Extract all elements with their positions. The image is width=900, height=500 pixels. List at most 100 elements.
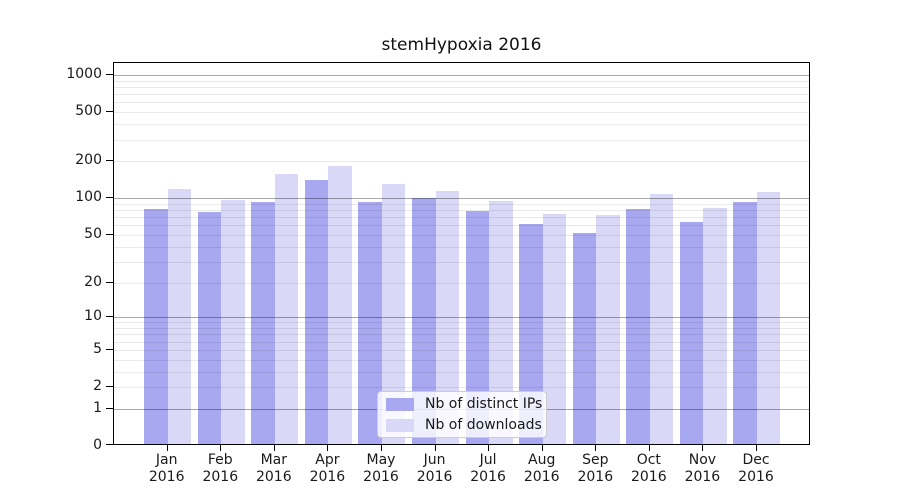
x-tick-label: Feb 2016 xyxy=(188,452,252,486)
bar-distinct-ips xyxy=(358,202,382,444)
y-tick-mark xyxy=(106,444,113,445)
legend-item-downloads: Nb of downloads xyxy=(386,417,546,433)
y-tick-label: 500 xyxy=(75,103,102,120)
bar-distinct-ips xyxy=(144,209,168,444)
x-tick-label: Mar 2016 xyxy=(242,452,306,486)
bar-distinct-ips xyxy=(412,197,436,444)
x-tick-month: Dec xyxy=(742,452,770,468)
minor-gridline xyxy=(114,86,809,88)
bar-downloads xyxy=(596,215,620,444)
plot-area: Nb of distinct IPs Nb of downloads xyxy=(113,62,810,445)
x-tick-year: 2016 xyxy=(309,469,346,485)
x-tick-mark xyxy=(166,445,168,451)
y-tick-label: 100 xyxy=(75,189,102,206)
x-tick-year: 2016 xyxy=(416,469,453,485)
bar-distinct-ips xyxy=(733,202,757,444)
x-tick-mark xyxy=(648,445,650,451)
legend-swatch-downloads xyxy=(386,418,414,432)
legend-swatch-distinct-ips xyxy=(386,397,414,411)
minor-gridline xyxy=(114,161,809,163)
bar-downloads xyxy=(328,166,352,444)
y-tick-mark xyxy=(106,111,113,113)
bar-downloads xyxy=(489,201,513,444)
x-tick-label: Oct 2016 xyxy=(617,452,681,486)
x-tick-mark xyxy=(273,445,275,451)
x-tick-month: Jun xyxy=(423,452,446,468)
major-gridline xyxy=(114,198,809,200)
x-tick-month: May xyxy=(366,452,396,468)
x-tick-year: 2016 xyxy=(738,469,774,485)
y-tick-mark xyxy=(106,160,113,162)
x-tick-label: Nov 2016 xyxy=(670,452,734,486)
x-tick-year: 2016 xyxy=(577,469,614,485)
y-tick-mark xyxy=(106,197,113,199)
y-tick-mark xyxy=(106,316,113,318)
y-tick-mark xyxy=(106,407,113,409)
minor-gridline xyxy=(114,94,809,96)
x-tick-label: Apr 2016 xyxy=(295,452,359,486)
y-tick-label: 1 xyxy=(93,399,102,416)
x-tick-year: 2016 xyxy=(684,469,721,485)
x-tick-mark xyxy=(595,445,597,451)
bar-distinct-ips xyxy=(304,180,329,444)
minor-gridline xyxy=(114,102,809,104)
y-tick-mark xyxy=(106,233,113,235)
bar-distinct-ips xyxy=(251,202,275,444)
x-tick-mark xyxy=(381,445,382,451)
x-tick-month: Sep xyxy=(582,452,609,468)
bar-distinct-ips xyxy=(519,224,543,444)
x-tick-label: Jun 2016 xyxy=(403,452,467,486)
major-gridline xyxy=(114,75,809,76)
minor-gridline xyxy=(114,139,809,141)
x-tick-year: 2016 xyxy=(255,469,292,485)
bar-downloads xyxy=(381,184,406,444)
y-tick-label: 10 xyxy=(84,308,102,325)
x-tick-month: Jan xyxy=(155,452,178,468)
x-tick-month: Nov xyxy=(688,452,717,468)
x-tick-year: 2016 xyxy=(470,469,506,485)
minor-gridline xyxy=(114,203,809,205)
x-tick-month: Aug xyxy=(528,452,556,468)
legend-label-downloads: Nb of downloads xyxy=(425,417,542,433)
legend-label-distinct-ips: Nb of distinct IPs xyxy=(425,396,543,412)
bar-distinct-ips xyxy=(572,232,597,444)
x-tick-mark xyxy=(541,445,543,451)
bar-downloads xyxy=(756,192,781,444)
y-tick-label: 5 xyxy=(93,340,102,357)
bar-downloads xyxy=(221,200,245,444)
x-tick-year: 2016 xyxy=(523,469,560,485)
minor-gridline xyxy=(114,112,809,114)
y-tick-mark xyxy=(106,348,113,350)
minor-gridline xyxy=(114,80,809,82)
y-tick-label: 1000 xyxy=(66,66,102,82)
x-tick-year: 2016 xyxy=(363,469,399,485)
legend: Nb of distinct IPs Nb of downloads xyxy=(377,391,547,438)
chart-title: stemHypoxia 2016 xyxy=(381,35,542,55)
bar-downloads xyxy=(435,191,460,444)
x-tick-month: Feb xyxy=(207,452,233,468)
x-tick-mark xyxy=(327,445,329,451)
x-tick-month: Apr xyxy=(315,452,340,468)
x-tick-label: May 2016 xyxy=(349,452,413,486)
x-tick-label: Jan 2016 xyxy=(135,452,199,486)
bar-distinct-ips xyxy=(465,211,490,444)
bar-downloads xyxy=(274,174,299,444)
legend-item-distinct-ips: Nb of distinct IPs xyxy=(386,396,546,412)
x-tick-mark xyxy=(488,445,490,451)
y-tick-label: 2 xyxy=(93,378,102,394)
x-tick-mark xyxy=(434,445,436,451)
y-tick-mark xyxy=(106,74,113,75)
y-tick-label: 0 xyxy=(93,437,102,453)
x-tick-month: Oct xyxy=(636,452,661,468)
x-tick-year: 2016 xyxy=(148,469,185,485)
x-tick-month: Jul xyxy=(479,452,497,468)
bar-distinct-ips xyxy=(197,212,222,444)
x-tick-year: 2016 xyxy=(630,469,667,485)
bar-downloads xyxy=(167,188,192,444)
bar-distinct-ips xyxy=(626,208,650,444)
y-tick-label: 20 xyxy=(84,273,102,290)
x-tick-year: 2016 xyxy=(202,469,239,485)
y-tick-mark xyxy=(106,386,113,387)
bar-downloads xyxy=(649,194,674,444)
